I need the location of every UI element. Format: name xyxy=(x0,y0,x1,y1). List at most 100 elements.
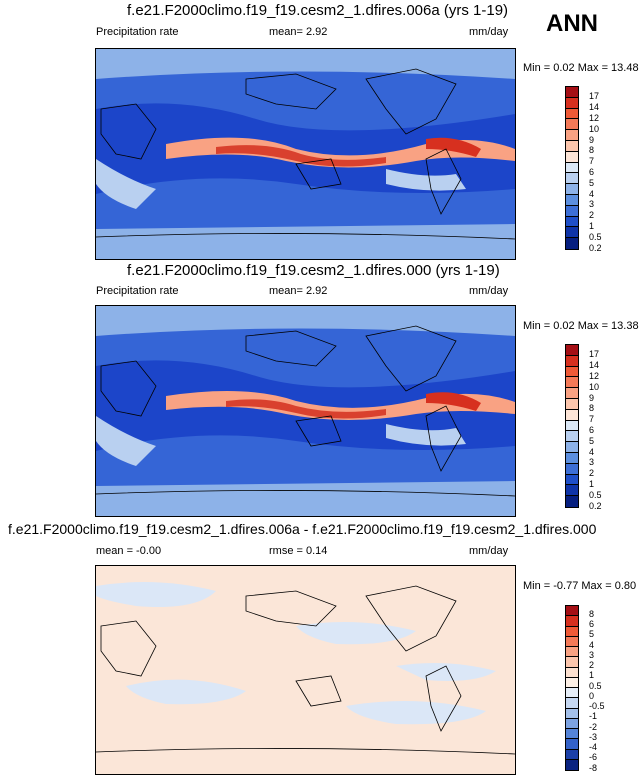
panel1-colorbar xyxy=(565,86,579,250)
colorbar-swatch xyxy=(566,688,578,699)
colorbar-tick: 12 xyxy=(589,113,600,123)
colorbar-tick: 17 xyxy=(589,91,600,101)
colorbar-swatch xyxy=(566,626,578,637)
colorbar-swatch xyxy=(566,184,578,195)
panel1-map xyxy=(95,48,516,260)
colorbar-tick: -1 xyxy=(589,711,598,721)
colorbar-swatch xyxy=(566,130,578,141)
colorbar-tick: 9 xyxy=(589,393,595,403)
colorbar-tick: 4 xyxy=(589,447,595,457)
panel2-field-label: Precipitation rate xyxy=(96,285,179,297)
colorbar-swatch xyxy=(566,238,578,249)
colorbar-swatch xyxy=(566,173,578,185)
colorbar-tick: 2 xyxy=(589,210,595,220)
colorbar-swatch xyxy=(566,108,578,120)
colorbar-swatch xyxy=(566,409,578,421)
colorbar-tick: 7 xyxy=(589,156,595,166)
colorbar-swatch xyxy=(566,194,578,206)
panel3-colorbar xyxy=(565,605,579,771)
colorbar-tick: -8 xyxy=(589,763,598,773)
colorbar-swatch xyxy=(566,377,578,389)
panel3-rmse: rmse = 0.14 xyxy=(269,545,328,557)
colorbar-swatch xyxy=(566,216,578,228)
colorbar-swatch xyxy=(566,227,578,239)
colorbar-tick: 1 xyxy=(589,670,595,680)
colorbar-swatch xyxy=(566,647,578,658)
colorbar-tick: -0.5 xyxy=(589,701,605,711)
colorbar-tick: 10 xyxy=(589,382,600,392)
colorbar-tick: 5 xyxy=(589,436,595,446)
colorbar-swatch xyxy=(566,708,578,719)
colorbar-tick: 5 xyxy=(589,629,595,639)
colorbar-swatch xyxy=(566,442,578,453)
colorbar-swatch xyxy=(566,759,578,770)
colorbar-swatch xyxy=(566,431,578,443)
colorbar-swatch xyxy=(566,452,578,464)
colorbar-swatch xyxy=(566,606,578,617)
colorbar-swatch xyxy=(566,205,578,217)
colorbar-swatch xyxy=(566,657,578,668)
colorbar-swatch xyxy=(566,162,578,174)
colorbar-swatch xyxy=(566,729,578,740)
panel2-title: f.e21.F2000climo.f19_f19.cesm2_1.dfires.… xyxy=(127,262,500,279)
colorbar-tick: 6 xyxy=(589,425,595,435)
colorbar-tick: 0.5 xyxy=(589,490,602,500)
colorbar-tick: 6 xyxy=(589,619,595,629)
colorbar-swatch xyxy=(566,496,578,507)
colorbar-swatch xyxy=(566,463,578,475)
colorbar-tick: 6 xyxy=(589,167,595,177)
colorbar-tick: 0.5 xyxy=(589,232,602,242)
panel3-units: mm/day xyxy=(469,545,509,557)
colorbar-swatch xyxy=(566,87,578,98)
colorbar-swatch xyxy=(566,739,578,750)
panel2-units: mm/day xyxy=(469,285,509,297)
panel2-minmax: Min = 0.02 Max = 13.38 xyxy=(523,320,639,332)
colorbar-tick: 2 xyxy=(589,660,595,670)
colorbar-swatch xyxy=(566,420,578,432)
panel3-minmax: Min = -0.77 Max = 0.80 xyxy=(523,580,637,592)
colorbar-swatch xyxy=(566,749,578,760)
colorbar-swatch xyxy=(566,667,578,678)
colorbar-tick: 0.2 xyxy=(589,243,602,253)
colorbar-tick: 8 xyxy=(589,403,595,413)
colorbar-swatch xyxy=(566,636,578,647)
colorbar-tick: -3 xyxy=(589,732,598,742)
colorbar-tick: 5 xyxy=(589,178,595,188)
panel1-title: f.e21.F2000climo.f19_f19.cesm2_1.dfires.… xyxy=(127,2,509,19)
colorbar-tick: 4 xyxy=(589,640,595,650)
colorbar-tick: 14 xyxy=(589,360,600,370)
colorbar-tick: 8 xyxy=(589,609,595,619)
colorbar-tick: 0.2 xyxy=(589,501,602,511)
colorbar-tick: 8 xyxy=(589,145,595,155)
panel3-mean: mean = -0.00 xyxy=(96,545,162,557)
colorbar-tick: 3 xyxy=(589,199,595,209)
colorbar-swatch xyxy=(566,151,578,163)
colorbar-swatch xyxy=(566,718,578,729)
colorbar-swatch xyxy=(566,119,578,131)
season-label: ANN xyxy=(546,10,598,37)
panel2-mean: mean= 2.92 xyxy=(269,285,328,297)
colorbar-swatch xyxy=(566,366,578,378)
colorbar-swatch xyxy=(566,388,578,399)
colorbar-swatch xyxy=(566,398,578,410)
panel1-units: mm/day xyxy=(469,26,509,38)
colorbar-tick: -4 xyxy=(589,742,598,752)
colorbar-swatch xyxy=(566,474,578,486)
colorbar-swatch xyxy=(566,355,578,367)
colorbar-tick: 10 xyxy=(589,124,600,134)
colorbar-tick: 9 xyxy=(589,135,595,145)
colorbar-tick: 17 xyxy=(589,349,600,359)
colorbar-tick: 3 xyxy=(589,457,595,467)
colorbar-tick: 1 xyxy=(589,479,595,489)
colorbar-swatch xyxy=(566,698,578,709)
colorbar-swatch xyxy=(566,140,578,152)
panel1-mean: mean= 2.92 xyxy=(269,26,328,38)
panel3-map xyxy=(95,565,516,775)
colorbar-tick: 2 xyxy=(589,468,595,478)
panel3-title: f.e21.F2000climo.f19_f19.cesm2_1.dfires.… xyxy=(8,521,597,537)
colorbar-swatch xyxy=(566,616,578,627)
panel2-map xyxy=(95,305,516,517)
panel2-colorbar xyxy=(565,344,579,508)
colorbar-tick: 7 xyxy=(589,414,595,424)
colorbar-tick: 0.5 xyxy=(589,681,602,691)
